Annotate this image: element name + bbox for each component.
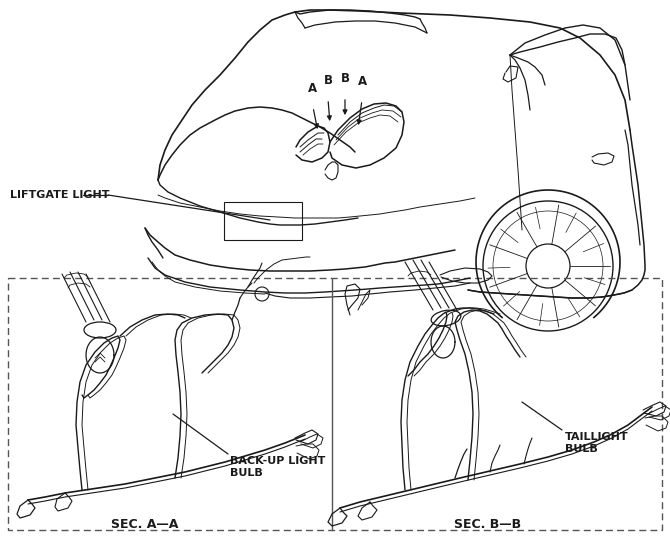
Text: A: A [308,82,318,95]
Text: LIFTGATE LIGHT: LIFTGATE LIGHT [10,190,109,200]
Bar [8,278,662,530]
Text: SEC. A—A: SEC. A—A [111,519,179,532]
Text: A: A [357,75,366,88]
Text: BACK-UP LIGHT
BULB: BACK-UP LIGHT BULB [230,456,326,478]
Text: B: B [324,74,332,87]
Text: B: B [340,72,350,85]
Text: TAILLIGHT
BULB: TAILLIGHT BULB [565,432,628,454]
Text: SEC. B—B: SEC. B—B [454,519,521,532]
